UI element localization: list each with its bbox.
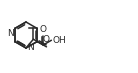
- Text: OH: OH: [52, 36, 66, 45]
- Text: N: N: [7, 29, 14, 38]
- Text: O: O: [43, 35, 50, 44]
- Text: N: N: [27, 44, 34, 52]
- Text: O: O: [40, 25, 47, 34]
